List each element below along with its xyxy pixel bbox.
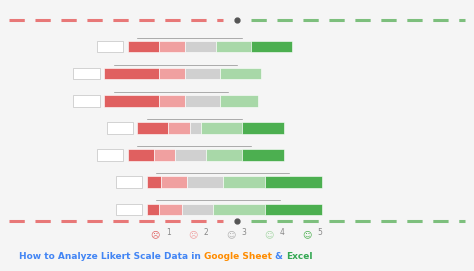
Bar bbox=[201, 122, 242, 134]
Bar bbox=[220, 68, 261, 79]
FancyBboxPatch shape bbox=[116, 176, 142, 188]
Bar bbox=[104, 68, 159, 79]
FancyBboxPatch shape bbox=[107, 122, 133, 134]
Bar bbox=[242, 149, 284, 161]
Text: How to Analyze Likert Scale Data in: How to Analyze Likert Scale Data in bbox=[19, 252, 204, 261]
Bar bbox=[185, 68, 220, 79]
Bar bbox=[265, 204, 322, 215]
Bar bbox=[159, 41, 185, 52]
Bar bbox=[175, 149, 206, 161]
Bar bbox=[182, 204, 213, 215]
FancyBboxPatch shape bbox=[97, 149, 123, 161]
Bar bbox=[159, 204, 182, 215]
Bar bbox=[242, 122, 284, 134]
Bar bbox=[185, 41, 216, 52]
FancyBboxPatch shape bbox=[73, 68, 100, 79]
Text: Google Sheet: Google Sheet bbox=[204, 252, 272, 261]
Bar bbox=[137, 122, 168, 134]
FancyBboxPatch shape bbox=[97, 41, 123, 52]
Bar bbox=[223, 176, 265, 188]
Bar bbox=[213, 204, 265, 215]
Bar bbox=[185, 95, 220, 107]
Bar bbox=[161, 176, 187, 188]
Bar bbox=[216, 41, 251, 52]
FancyBboxPatch shape bbox=[73, 95, 100, 107]
Bar bbox=[147, 176, 161, 188]
Bar bbox=[168, 122, 190, 134]
Bar bbox=[251, 41, 292, 52]
Text: ☹: ☹ bbox=[188, 230, 198, 239]
Bar bbox=[159, 95, 185, 107]
Text: ☺: ☺ bbox=[264, 230, 273, 239]
Text: 4: 4 bbox=[280, 228, 284, 237]
Text: 1: 1 bbox=[166, 228, 171, 237]
Text: 3: 3 bbox=[242, 228, 246, 237]
Text: 5: 5 bbox=[318, 228, 322, 237]
Bar bbox=[128, 41, 159, 52]
Bar bbox=[154, 149, 175, 161]
Text: &: & bbox=[272, 252, 286, 261]
FancyBboxPatch shape bbox=[116, 204, 142, 215]
Text: 2: 2 bbox=[204, 228, 209, 237]
Bar bbox=[128, 149, 154, 161]
Text: Excel: Excel bbox=[286, 252, 312, 261]
Bar bbox=[206, 149, 242, 161]
Bar bbox=[265, 176, 322, 188]
Bar bbox=[147, 204, 159, 215]
Bar bbox=[190, 122, 201, 134]
Bar bbox=[187, 176, 223, 188]
Text: ☺: ☺ bbox=[302, 230, 311, 239]
Bar bbox=[159, 68, 185, 79]
Bar bbox=[220, 95, 258, 107]
Text: ☺: ☺ bbox=[226, 230, 236, 239]
Bar bbox=[104, 95, 159, 107]
Text: ☹: ☹ bbox=[150, 230, 160, 239]
